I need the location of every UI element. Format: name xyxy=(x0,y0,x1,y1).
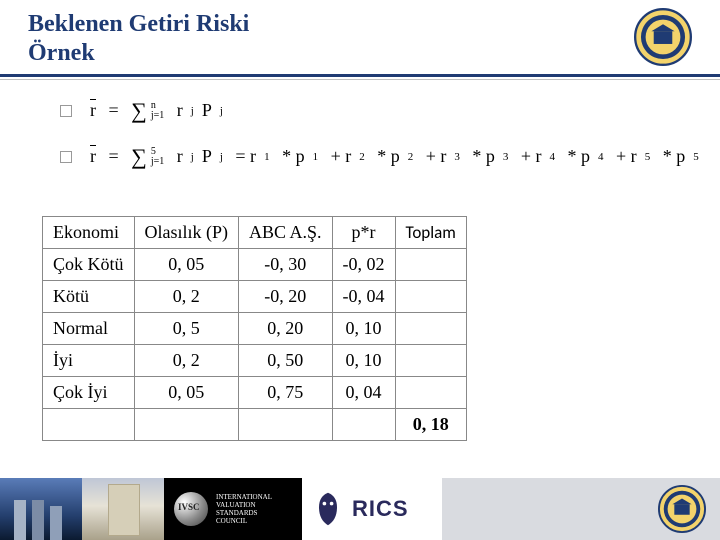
cell: 0, 2 xyxy=(134,344,239,376)
formula-1: r = ∑nj=1 rjPj xyxy=(60,98,692,124)
cell: -0, 02 xyxy=(332,248,395,280)
footer-bar: INTERNATIONALVALUATIONSTANDARDSCOUNCIL R… xyxy=(0,478,720,540)
formula-2: r = ∑5j=1 rjPj = r1 * p1 + r2 * p2 + r3 … xyxy=(60,144,692,170)
cell: -0, 04 xyxy=(332,280,395,312)
ivsc-logo-icon: INTERNATIONALVALUATIONSTANDARDSCOUNCIL xyxy=(164,478,302,540)
table-row: Normal 0, 5 0, 20 0, 10 xyxy=(43,312,467,344)
cell: 0, 5 xyxy=(134,312,239,344)
divider-thick xyxy=(0,74,720,77)
col-toplam: Toplam xyxy=(395,216,466,248)
cell xyxy=(134,408,239,440)
cell xyxy=(395,280,466,312)
cell xyxy=(395,248,466,280)
cell xyxy=(43,408,135,440)
cell: Kötü xyxy=(43,280,135,312)
cell xyxy=(239,408,333,440)
bullet-box-icon xyxy=(60,105,72,117)
cell: İyi xyxy=(43,344,135,376)
table-row: Çok İyi 0, 05 0, 75 0, 04 xyxy=(43,376,467,408)
bullet-box-icon xyxy=(60,151,72,163)
cell: 0, 04 xyxy=(332,376,395,408)
cell: Normal xyxy=(43,312,135,344)
cell: 0, 05 xyxy=(134,248,239,280)
building-photo-icon xyxy=(82,478,164,540)
page-title: Beklenen Getiri Riski Örnek xyxy=(28,10,249,68)
cell xyxy=(332,408,395,440)
table-total-row: 0, 18 xyxy=(43,408,467,440)
table-row: Kötü 0, 2 -0, 20 -0, 04 xyxy=(43,280,467,312)
col-pr: p*r xyxy=(332,216,395,248)
city-photo-icon xyxy=(0,478,82,540)
cell: 0, 20 xyxy=(239,312,333,344)
table-row: İyi 0, 2 0, 50 0, 10 xyxy=(43,344,467,376)
university-logo-icon: 1946 xyxy=(634,8,692,66)
ivsc-text: INTERNATIONALVALUATIONSTANDARDSCOUNCIL xyxy=(216,493,272,525)
university-logo-small-icon xyxy=(658,485,706,533)
cell xyxy=(395,376,466,408)
cell: Çok Kötü xyxy=(43,248,135,280)
table-row: Çok Kötü 0, 05 -0, 30 -0, 02 xyxy=(43,248,467,280)
cell xyxy=(395,312,466,344)
col-ekonomi: Ekonomi xyxy=(43,216,135,248)
svg-text:1946: 1946 xyxy=(658,50,668,55)
title-line-2: Örnek xyxy=(28,40,95,66)
cell: Çok İyi xyxy=(43,376,135,408)
data-table: Ekonomi Olasılık (P) ABC A.Ş. p*r Toplam… xyxy=(42,216,467,441)
title-line-1: Beklenen Getiri Riski xyxy=(28,11,249,37)
total-cell: 0, 18 xyxy=(395,408,466,440)
cell: 0, 50 xyxy=(239,344,333,376)
table-header-row: Ekonomi Olasılık (P) ABC A.Ş. p*r Toplam xyxy=(43,216,467,248)
formula-block: r = ∑nj=1 rjPj r = ∑5j=1 rjPj = r1 * p1 … xyxy=(0,80,720,200)
cell: -0, 20 xyxy=(239,280,333,312)
col-olasilik: Olasılık (P) xyxy=(134,216,239,248)
cell: 0, 2 xyxy=(134,280,239,312)
rics-logo-icon: RICS xyxy=(302,478,442,540)
cell xyxy=(395,344,466,376)
col-abc: ABC A.Ş. xyxy=(239,216,333,248)
cell: -0, 30 xyxy=(239,248,333,280)
cell: 0, 10 xyxy=(332,344,395,376)
cell: 0, 05 xyxy=(134,376,239,408)
rics-label: RICS xyxy=(352,496,409,522)
cell: 0, 75 xyxy=(239,376,333,408)
cell: 0, 10 xyxy=(332,312,395,344)
